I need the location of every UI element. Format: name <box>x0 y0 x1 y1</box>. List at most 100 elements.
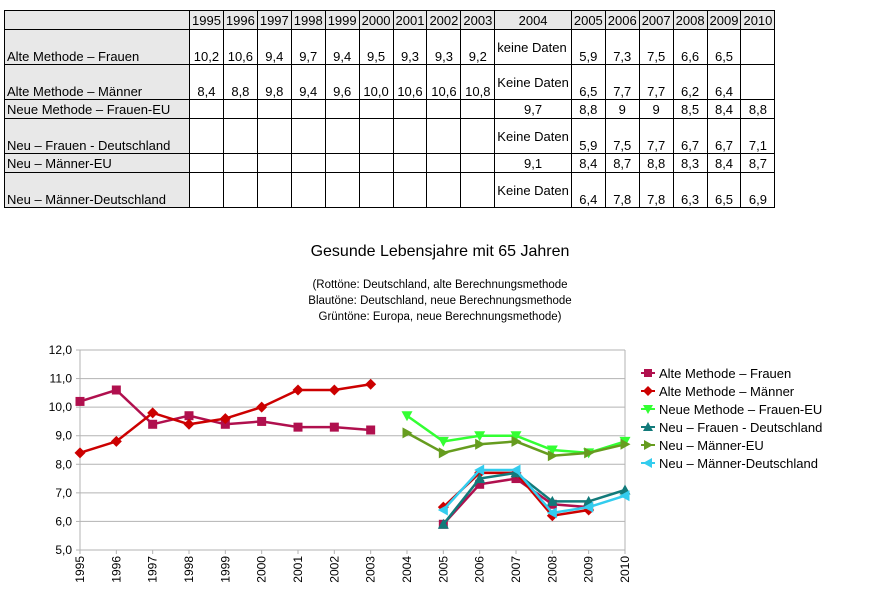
data-table: 1995 1996 1997 1998 1999 2000 2001 2002 2003 2004… <box>4 10 776 208</box>
y-tick-label: 10,0 <box>49 400 73 414</box>
chart-title: Gesunde Lebensjahre mit 65 Jahren <box>311 243 570 260</box>
data-point <box>546 495 558 506</box>
legend-item: Neu – Männer-EU <box>641 438 764 453</box>
data-point <box>257 416 267 426</box>
data-point <box>583 501 594 513</box>
y-tick-label: 7,0 <box>55 486 72 500</box>
data-point <box>183 418 195 430</box>
table-cell: 9,4 <box>256 29 292 65</box>
data-point <box>620 438 631 450</box>
legend-label: Alte Methode – Frauen <box>659 366 791 381</box>
data-point <box>366 425 376 435</box>
chart-subtitle-line-2: Blautöne: Deutschland, neue Berechnungsm… <box>308 295 571 307</box>
table-cell: 8,8 <box>222 64 258 100</box>
series-line <box>442 471 626 526</box>
table-cell: 10,6 <box>392 64 428 100</box>
table-cell <box>189 172 224 208</box>
table-row-label: Neue Methode – Frauen-EU <box>4 99 190 119</box>
data-point <box>292 384 304 396</box>
data-point <box>401 411 413 422</box>
legend-marker <box>644 440 653 450</box>
data-point <box>474 464 485 476</box>
y-tick-label: 5,0 <box>55 543 72 557</box>
table-cell <box>426 172 462 208</box>
data-point <box>584 447 595 459</box>
table-row: Neu – Frauen - Deutschland Keine Daten 5,9… <box>4 118 776 154</box>
legend-marker <box>643 405 653 414</box>
table-cell: 8,4 <box>189 64 224 100</box>
table-cell: 6,9 <box>740 172 776 208</box>
x-tick-label: 2010 <box>618 556 632 583</box>
table-cell <box>740 29 776 65</box>
series-3 <box>437 467 631 529</box>
data-point <box>510 464 521 476</box>
table-cell: 7,3 <box>604 29 640 65</box>
table-row: Alte Methode – Männer 8,4 8,8 9,8 9,4 9,6 10,0… <box>4 64 776 100</box>
data-point <box>328 384 340 396</box>
x-tick-label: 2008 <box>545 556 559 583</box>
table-year-header: 2010 <box>740 10 776 30</box>
legend-item: Alte Methode – Frauen <box>641 366 791 381</box>
table-year-header: 2002 <box>426 10 462 30</box>
table-header-row: 1995 1996 1997 1998 1999 2000 2001 2002 2003 2004… <box>4 10 776 30</box>
data-point <box>74 447 86 459</box>
legend-label: Neu – Männer-EU <box>659 438 764 453</box>
table-cell: Keine Daten <box>494 172 572 208</box>
legend-label: Neue Methode – Frauen-EU <box>659 402 822 417</box>
data-point <box>619 490 630 502</box>
table-year-header: 2008 <box>672 10 708 30</box>
table-cell <box>256 172 292 208</box>
table-cell: 7,8 <box>604 172 640 208</box>
table-row-label: Alte Methode – Frauen <box>4 29 190 65</box>
table-cell: 9,6 <box>324 64 360 100</box>
legend-marker <box>643 386 653 396</box>
table-year-header: 1997 <box>256 10 292 30</box>
data-point <box>437 436 449 447</box>
table-cell: 7,8 <box>638 172 674 208</box>
data-point <box>546 507 557 519</box>
x-tick-label: 1998 <box>182 556 196 583</box>
table-year-header: 1999 <box>324 10 360 30</box>
data-point <box>474 473 486 484</box>
data-point <box>437 518 449 529</box>
table-cell: 6,5 <box>570 64 606 100</box>
table-cell: 6,4 <box>706 64 742 100</box>
data-point <box>365 378 377 390</box>
table-cell: 10,0 <box>358 64 394 100</box>
data-point <box>510 431 522 442</box>
table-cell: 7,7 <box>604 64 640 100</box>
table-cell: 8,7 <box>740 153 776 173</box>
table-cell <box>392 118 428 154</box>
table-row-label: Neu – Männer-Deutschland <box>4 172 190 208</box>
data-point <box>474 431 486 442</box>
table-cell: 9,2 <box>460 29 496 65</box>
data-point <box>111 385 121 395</box>
legend-item: Neue Methode – Frauen-EU <box>641 402 822 417</box>
data-point <box>329 422 339 432</box>
table-year-header: 1995 <box>189 10 224 30</box>
table-cell: 9,8 <box>256 64 292 100</box>
table-cell: 9,5 <box>358 29 394 65</box>
data-point <box>511 435 522 447</box>
table-cell: 9,3 <box>426 29 462 65</box>
table-row-label: Neu – Frauen - Deutschland <box>4 118 190 154</box>
y-tick-label: 9,0 <box>55 429 72 443</box>
data-point <box>437 504 448 516</box>
table-row-label: Neu – Männer-EU <box>4 153 190 173</box>
table-cell <box>392 172 428 208</box>
x-tick-label: 1999 <box>218 556 232 583</box>
table-year-header: 2003 <box>460 10 496 30</box>
table-row: Alte Methode – Frauen 10,2 10,6 9,4 9,7 9,4 9,… <box>4 29 776 65</box>
y-tick-label: 8,0 <box>55 457 72 471</box>
table-cell: Keine Daten <box>494 118 572 154</box>
legend-item: Neu – Männer-Deutschland <box>641 456 818 471</box>
data-point <box>256 401 268 413</box>
table-cell: keine Daten <box>494 29 572 65</box>
table-cell <box>460 118 496 154</box>
table-cell: 10,6 <box>222 29 258 65</box>
x-tick-label: 2009 <box>582 556 596 583</box>
chart-legend: Alte Methode – Frauen Alte Methode – Männ… <box>641 366 822 471</box>
legend-marker <box>643 422 653 431</box>
data-point <box>546 445 558 456</box>
